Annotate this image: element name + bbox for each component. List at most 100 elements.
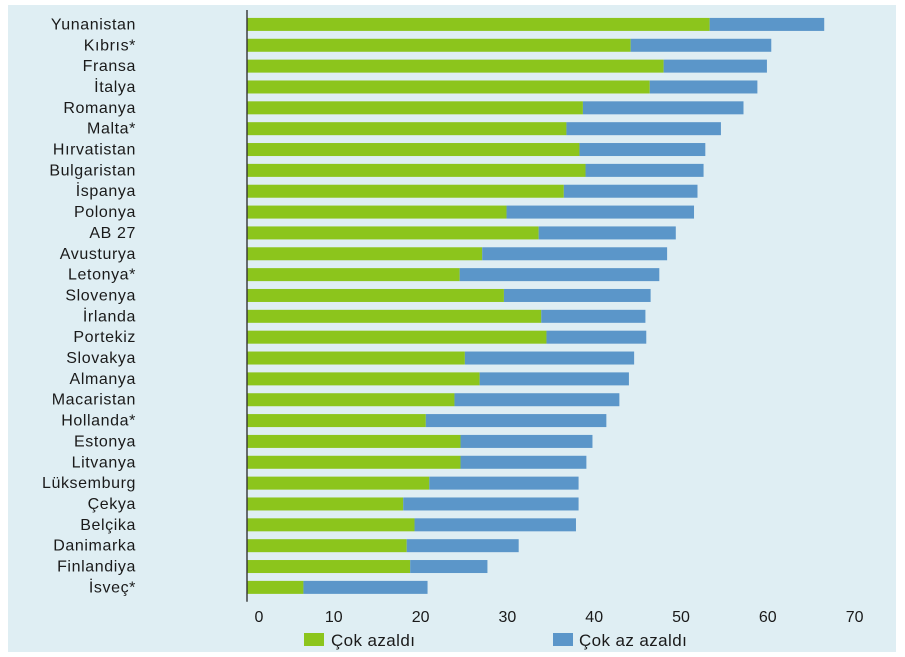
bar-segment-cok-az-azaldi (460, 455, 587, 469)
bar-segment-cok-az-azaldi (541, 309, 646, 323)
bar-segment-cok-azaldi (247, 101, 583, 115)
category-label: Yunanistan (51, 16, 136, 33)
legend-swatch (553, 633, 573, 646)
category-label: Finlandiya (57, 559, 136, 576)
category-label: Lüksemburg (42, 475, 136, 492)
category-label: İtalya (94, 77, 136, 96)
bar-segment-cok-azaldi (247, 497, 404, 511)
category-label: Hollanda* (61, 413, 136, 430)
legend-label: Çok azaldı (331, 631, 415, 650)
category-label: Macaristan (52, 392, 136, 409)
legend-swatch (304, 633, 324, 646)
x-axis: 0 10 20 30 40 50 60 70 (246, 10, 864, 626)
bar-segment-cok-az-azaldi (410, 560, 488, 574)
bar-segment-cok-az-azaldi (414, 518, 576, 532)
chart-panel: Yunanistan Kıbrıs* Fransa İtalya Romanya Malt… (8, 5, 896, 652)
bar-segment-cok-azaldi (247, 247, 483, 261)
bar-segment-cok-azaldi (247, 351, 465, 365)
bar-segment-cok-az-azaldi (454, 393, 620, 407)
category-label: Danimarka (53, 538, 136, 555)
bar-segment-cok-az-azaldi (709, 17, 825, 31)
bar-segment-cok-azaldi (247, 288, 504, 302)
category-labels: Yunanistan Kıbrıs* Fransa İtalya Romanya Malt… (42, 16, 136, 596)
bar-segment-cok-azaldi (247, 476, 430, 490)
x-tick-label: 50 (672, 609, 690, 626)
bar-segment-cok-az-azaldi (582, 101, 744, 115)
category-label: Portekiz (73, 329, 136, 346)
bars-layer (247, 17, 825, 594)
bar-segment-cok-az-azaldi (563, 184, 698, 198)
bar-segment-cok-azaldi (247, 518, 415, 532)
category-label: Fransa (83, 58, 136, 75)
category-label: Avusturya (60, 246, 136, 263)
bar-segment-cok-azaldi (247, 17, 710, 31)
bar-segment-cok-azaldi (247, 143, 580, 157)
bar-segment-cok-azaldi (247, 434, 461, 448)
legend: Çok azaldı Çok az azaldı (304, 631, 687, 650)
bar-segment-cok-az-azaldi (303, 580, 428, 594)
category-label: Bulgaristan (49, 162, 136, 179)
bar-segment-cok-az-azaldi (403, 497, 579, 511)
bar-segment-cok-azaldi (247, 38, 631, 52)
bar-segment-cok-azaldi (247, 330, 547, 344)
category-label: İrlanda (83, 306, 136, 325)
category-label: Romanya (63, 100, 136, 117)
category-label: Slovenya (65, 287, 136, 304)
category-label: Polonya (74, 204, 136, 221)
bar-segment-cok-az-azaldi (585, 163, 704, 177)
bar-segment-cok-azaldi (247, 163, 586, 177)
bar-segment-cok-azaldi (247, 59, 664, 73)
bar-segment-cok-azaldi (247, 309, 542, 323)
bar-segment-cok-az-azaldi (425, 414, 607, 428)
x-tick-label: 20 (412, 609, 430, 626)
category-label: Kıbrıs* (84, 37, 136, 54)
bar-segment-cok-az-azaldi (546, 330, 647, 344)
category-label: İspanya (76, 181, 136, 200)
category-label: Letonya* (68, 267, 136, 284)
bar-segment-cok-az-azaldi (538, 226, 676, 240)
bar-segment-cok-azaldi (247, 122, 567, 136)
category-label: Almanya (70, 371, 136, 388)
bar-segment-cok-az-azaldi (406, 539, 519, 553)
bar-segment-cok-azaldi (247, 205, 507, 219)
bar-segment-cok-az-azaldi (579, 143, 706, 157)
stacked-bar-chart: Yunanistan Kıbrıs* Fransa İtalya Romanya Malt… (42, 10, 864, 650)
bar-segment-cok-az-azaldi (503, 288, 651, 302)
x-tick-label: 70 (846, 609, 864, 626)
bar-segment-cok-azaldi (247, 268, 460, 282)
bar-segment-cok-az-azaldi (566, 122, 721, 136)
bar-segment-cok-az-azaldi (630, 38, 772, 52)
bar-segment-cok-azaldi (247, 372, 480, 386)
category-label: Litvanya (72, 454, 136, 471)
bar-segment-cok-azaldi (247, 539, 407, 553)
category-label: Hırvatistan (53, 142, 136, 159)
bar-segment-cok-azaldi (247, 414, 426, 428)
category-label: Çekya (88, 496, 136, 513)
x-tick-label: 10 (325, 609, 343, 626)
bar-segment-cok-azaldi (247, 184, 564, 198)
x-tick-label: 40 (585, 609, 603, 626)
category-label: Slovakya (66, 350, 136, 367)
bar-segment-cok-azaldi (247, 580, 304, 594)
bar-segment-cok-azaldi (247, 455, 461, 469)
bar-segment-cok-az-azaldi (663, 59, 767, 73)
x-tick-label: 30 (499, 609, 517, 626)
bar-segment-cok-az-azaldi (429, 476, 579, 490)
bar-segment-cok-az-azaldi (506, 205, 695, 219)
bar-segment-cok-azaldi (247, 80, 650, 94)
bar-segment-cok-azaldi (247, 393, 455, 407)
bar-segment-cok-az-azaldi (482, 247, 668, 261)
x-tick-label: 0 (255, 609, 264, 626)
x-tick-label: 60 (759, 609, 777, 626)
bar-segment-cok-azaldi (247, 560, 411, 574)
category-label: Estonya (74, 433, 136, 450)
bar-segment-cok-az-azaldi (649, 80, 758, 94)
bar-segment-cok-az-azaldi (464, 351, 635, 365)
bar-segment-cok-az-azaldi (460, 434, 593, 448)
bar-segment-cok-az-azaldi (479, 372, 629, 386)
category-label: Malta* (87, 121, 136, 138)
category-label: Belçika (80, 517, 136, 534)
legend-label: Çok az azaldı (579, 631, 687, 650)
bar-segment-cok-azaldi (247, 226, 539, 240)
category-label: İsveç* (89, 577, 136, 596)
